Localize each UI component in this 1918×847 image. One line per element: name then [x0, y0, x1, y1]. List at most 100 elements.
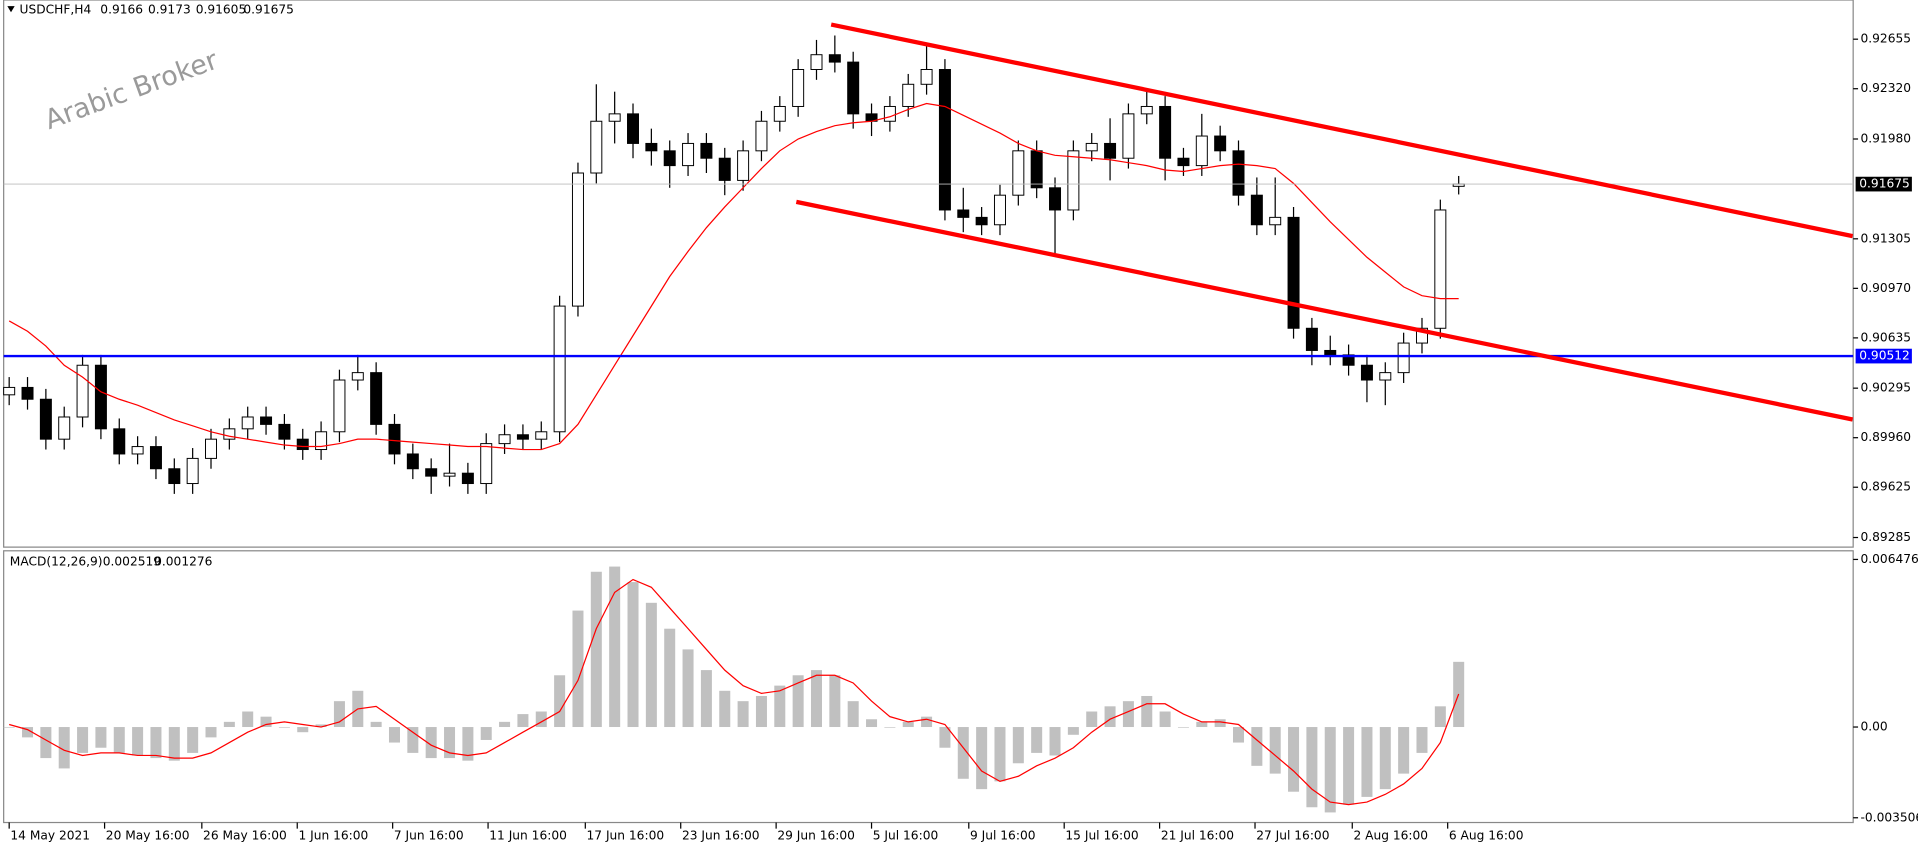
macd-bar: [297, 727, 309, 733]
macd-bar: [976, 727, 988, 790]
candle-body: [792, 69, 805, 107]
x-tick-label: 2 Aug 16:00: [1353, 828, 1428, 842]
macd-bar: [205, 727, 217, 738]
current-price-box: [1855, 176, 1912, 192]
x-tick-label: 26 May 16:00: [203, 828, 287, 842]
candle-body: [755, 120, 768, 152]
candle-body: [1250, 194, 1263, 226]
candle-body: [480, 443, 493, 485]
candle-body: [94, 364, 107, 430]
candle-body: [1122, 113, 1135, 159]
macd-bar: [700, 670, 712, 728]
candle-body: [296, 438, 309, 451]
horizontal-line-label: 0.90512: [1859, 349, 1910, 363]
y-tick-label: 0.89625: [1861, 480, 1912, 494]
x-tick-label: 1 Jun 16:00: [298, 828, 368, 842]
macd-bar: [737, 701, 749, 728]
x-tick-label: 15 Jul 16:00: [1065, 828, 1138, 842]
macd-bar: [242, 711, 254, 728]
current-price-label: 0.91675: [1859, 177, 1910, 191]
macd-bar: [425, 727, 437, 759]
candle-body: [205, 438, 217, 459]
y-tick-label: 0.91305: [1861, 231, 1912, 245]
candle-body: [682, 142, 695, 167]
macd-bar: [1233, 727, 1245, 743]
candle-body: [957, 209, 970, 218]
macd-bar: [1306, 727, 1318, 808]
candle-body: [663, 150, 676, 167]
macd-bar: [719, 690, 731, 728]
candle-body: [810, 54, 823, 70]
macd-bar: [260, 716, 272, 728]
y-tick-label: 0.90295: [1861, 381, 1912, 395]
macd-bar: [187, 727, 199, 753]
macd-bar: [1214, 719, 1226, 728]
macd-bar: [370, 721, 382, 728]
candle-body: [351, 372, 364, 381]
macd-bar: [1416, 727, 1428, 753]
header-low: 0.91605: [196, 2, 247, 16]
trend-line: [795, 199, 1854, 422]
candle-body: [1067, 150, 1080, 211]
y-tick-label: 0.006476: [1861, 552, 1918, 566]
candle-body: [737, 150, 750, 181]
candle-body: [1177, 157, 1190, 167]
macd-bar: [609, 566, 621, 728]
candle-body: [278, 423, 291, 440]
candle-body: [627, 113, 640, 144]
macd-bar: [902, 721, 914, 728]
candle-body: [1214, 135, 1227, 152]
header-high: 0.9173: [148, 2, 191, 16]
macd-bar: [921, 716, 933, 728]
candles: [3, 35, 1465, 494]
macd-bar: [1177, 727, 1189, 728]
x-tick-label: 20 May 16:00: [106, 828, 190, 842]
macd-bar: [1031, 727, 1043, 753]
macd-bar: [664, 628, 676, 728]
candle-body: [315, 431, 328, 451]
macd-bar: [627, 582, 639, 728]
candle-body: [1415, 327, 1428, 344]
candle-body: [370, 372, 383, 425]
macd-bar: [1288, 727, 1300, 792]
candle-body: [241, 416, 254, 430]
macd-bar: [774, 685, 786, 728]
candle-body: [1104, 142, 1117, 159]
macd-bar: [3, 727, 15, 728]
candle-body: [1324, 349, 1337, 356]
macd-bar: [1141, 695, 1153, 728]
candle-body: [883, 105, 896, 122]
candle-body: [920, 69, 933, 85]
macd-bar: [333, 701, 345, 728]
candle-body: [1195, 135, 1208, 167]
x-tick-label: 23 Jun 16:00: [682, 828, 760, 842]
macd-bar: [554, 675, 566, 728]
x-tick-label: 17 Jun 16:00: [587, 828, 665, 842]
candle-body: [700, 142, 713, 159]
candle-body: [1269, 216, 1282, 226]
candle-body: [975, 216, 988, 226]
candle-body: [645, 142, 658, 152]
macd-bar: [829, 675, 841, 728]
macd-bar: [1379, 727, 1391, 790]
macd-bar: [77, 727, 89, 753]
macd-bar: [1122, 701, 1134, 728]
candle-body: [149, 446, 162, 470]
candle-body: [1085, 142, 1098, 152]
candle-body: [186, 457, 199, 485]
candle-body: [1305, 327, 1318, 351]
macd-bar: [1159, 711, 1171, 728]
moving-average: [8, 102, 1459, 451]
macd-bar: [444, 727, 456, 759]
macd-value: 0.002519: [103, 554, 161, 568]
candle-body: [461, 472, 474, 485]
macd-bar: [462, 727, 474, 761]
macd-bar: [1251, 727, 1263, 766]
macd-title: MACD(12,26,9): [10, 554, 103, 568]
candle-body: [535, 431, 548, 440]
macd-bar: [388, 727, 400, 743]
candle-body: [425, 468, 438, 477]
candle-body: [1159, 105, 1172, 159]
macd-bar: [866, 719, 878, 728]
